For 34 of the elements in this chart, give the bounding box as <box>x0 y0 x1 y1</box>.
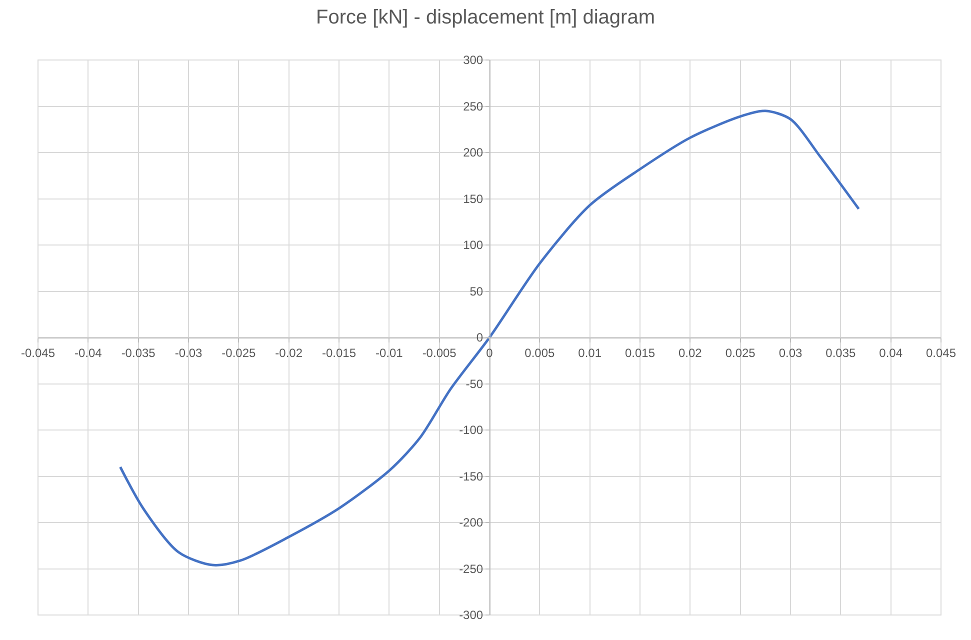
x-tick-label: -0.01 <box>375 346 404 360</box>
y-tick-label: 0 <box>476 330 484 345</box>
y-tick-label: -250 <box>459 562 484 576</box>
y-tick-label: 100 <box>463 238 484 252</box>
y-tick-label: 200 <box>463 146 484 160</box>
chart-title: Force [kN] - displacement [m] diagram <box>316 6 655 29</box>
x-tick-label: 0.04 <box>879 346 903 360</box>
x-tick-label: -0.02 <box>275 346 303 360</box>
x-tick-label: 0.035 <box>826 346 856 360</box>
y-tick-label: 50 <box>470 284 484 298</box>
x-tick-label: -0.015 <box>322 346 356 360</box>
line-series <box>119 110 860 566</box>
x-tick-label: 0.045 <box>926 346 956 360</box>
x-tick-label: -0.005 <box>422 346 457 360</box>
x-tick-label: 0.01 <box>578 346 602 360</box>
y-tick-label: -200 <box>459 516 484 530</box>
x-tick-label: 0.02 <box>678 346 702 360</box>
x-tick-label: 0.005 <box>524 346 556 360</box>
y-tick-label: 150 <box>463 192 484 206</box>
x-tick-label: -0.04 <box>74 346 102 360</box>
y-tick-label: 250 <box>463 99 484 114</box>
y-tick-label: -50 <box>466 376 484 391</box>
y-tick-label: 300 <box>463 53 484 68</box>
x-tick-label: -0.045 <box>20 346 56 360</box>
x-tick-label: 0.025 <box>725 346 756 360</box>
x-tick-label: 0.03 <box>778 346 802 360</box>
x-tick-label: 0.015 <box>624 346 656 360</box>
y-tick-label: -100 <box>459 423 484 438</box>
y-tick-label: -300 <box>459 608 484 622</box>
x-tick-label: -0.025 <box>222 346 256 360</box>
x-tick-label: -0.035 <box>121 346 156 360</box>
y-tick-label: -150 <box>459 469 484 484</box>
x-tick-label: 0 <box>486 346 494 360</box>
x-tick-label: -0.03 <box>174 346 202 360</box>
